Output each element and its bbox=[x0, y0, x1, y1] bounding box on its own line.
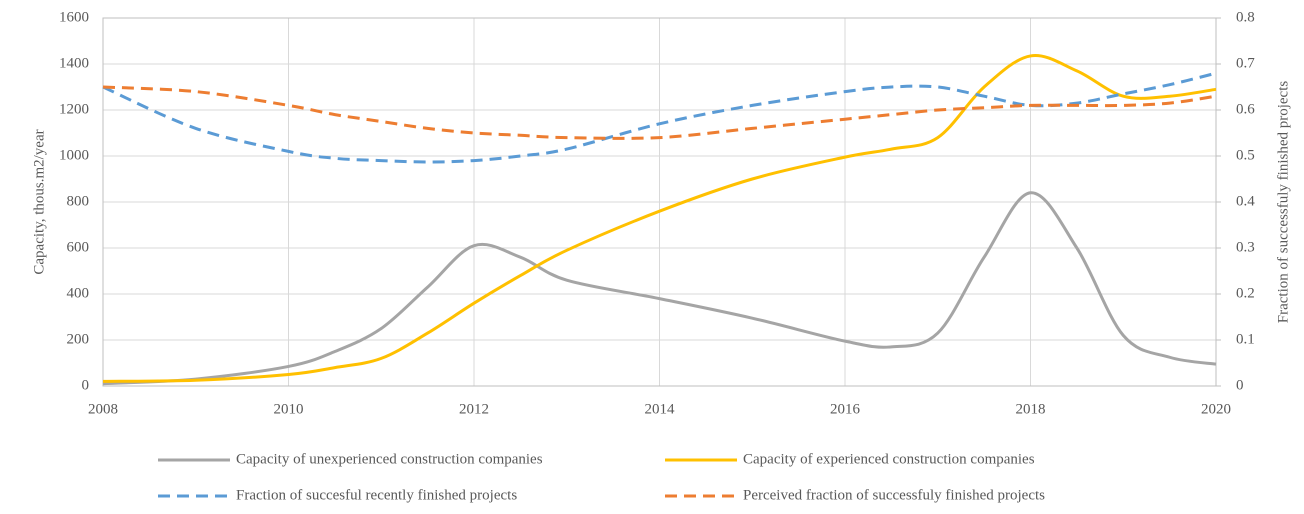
x-tick-label: 2016 bbox=[830, 401, 861, 417]
y-tick-label: 800 bbox=[67, 193, 90, 209]
x-tick-label: 2014 bbox=[645, 401, 676, 417]
x-tick-label: 2020 bbox=[1201, 401, 1231, 417]
y-tick-label: 1200 bbox=[59, 101, 89, 117]
x-tick-label: 2012 bbox=[459, 401, 489, 417]
x-tick-label: 2008 bbox=[88, 401, 118, 417]
x-tick-label: 2010 bbox=[274, 401, 304, 417]
y2-axis-title: Fraction of successfuly finished project… bbox=[1275, 81, 1291, 324]
x-tick-label: 2018 bbox=[1016, 401, 1046, 417]
y2-tick-label: 0.6 bbox=[1236, 101, 1255, 117]
legend-label: Perceived fraction of successfuly finish… bbox=[743, 487, 1045, 503]
y2-tick-label: 0.3 bbox=[1236, 239, 1255, 255]
y-tick-label: 200 bbox=[67, 331, 90, 347]
y-tick-label: 400 bbox=[67, 285, 90, 301]
y-tick-label: 1400 bbox=[59, 55, 89, 71]
y2-tick-label: 0 bbox=[1236, 377, 1244, 393]
series-line bbox=[102, 71, 1217, 164]
legend-label: Capacity of unexperienced construction c… bbox=[236, 451, 543, 467]
y2-tick-label: 0.7 bbox=[1236, 55, 1255, 71]
y2-tick-label: 0.5 bbox=[1236, 147, 1255, 163]
y-tick-label: 0 bbox=[82, 377, 90, 393]
y-tick-label: 1600 bbox=[59, 9, 89, 25]
y-tick-label: 600 bbox=[67, 239, 90, 255]
series-line bbox=[102, 191, 1217, 386]
legend-label: Fraction of succesful recently finished … bbox=[236, 487, 517, 503]
plot-border bbox=[102, 17, 1217, 387]
legend-label: Capacity of experienced construction com… bbox=[743, 451, 1035, 467]
series-line bbox=[102, 85, 1217, 140]
y2-tick-label: 0.2 bbox=[1236, 285, 1255, 301]
y-axis-title: Capacity, thous.m2/year bbox=[31, 129, 47, 274]
y2-tick-label: 0.8 bbox=[1236, 9, 1255, 25]
series-line bbox=[102, 54, 1217, 383]
y-tick-label: 1000 bbox=[59, 147, 89, 163]
y2-tick-label: 0.4 bbox=[1236, 193, 1255, 209]
y2-tick-label: 0.1 bbox=[1236, 331, 1255, 347]
